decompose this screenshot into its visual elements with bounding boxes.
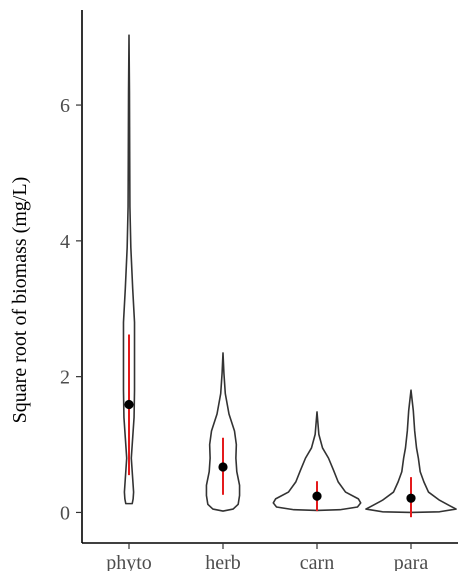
y-tick-label: 0 <box>60 502 70 524</box>
x-tick-label: phyto <box>106 552 152 571</box>
y-tick-label: 4 <box>60 231 70 253</box>
violin-para <box>365 389 457 514</box>
x-axis-ticks: phyto herb carn para <box>106 543 428 571</box>
violins-layer <box>122 34 457 514</box>
x-tick-label: carn <box>300 552 334 571</box>
x-tick-label: herb <box>205 552 241 571</box>
summary-point-herb <box>218 462 228 472</box>
violin-phyto <box>122 34 136 505</box>
summary-point-phyto <box>124 399 134 410</box>
violin-herb <box>205 352 241 512</box>
summary-point-carn <box>312 491 322 501</box>
violin-carn <box>272 411 362 512</box>
y-tick-label: 6 <box>60 95 70 117</box>
y-tick-label: 2 <box>60 367 70 389</box>
summary-point-para <box>406 493 416 503</box>
x-tick-label: para <box>394 552 429 571</box>
y-axis-ticks: 0 2 4 6 <box>60 95 82 524</box>
markers-layer <box>124 334 416 518</box>
y-axis-title: Square root of biomass (mg/L) <box>9 177 31 424</box>
